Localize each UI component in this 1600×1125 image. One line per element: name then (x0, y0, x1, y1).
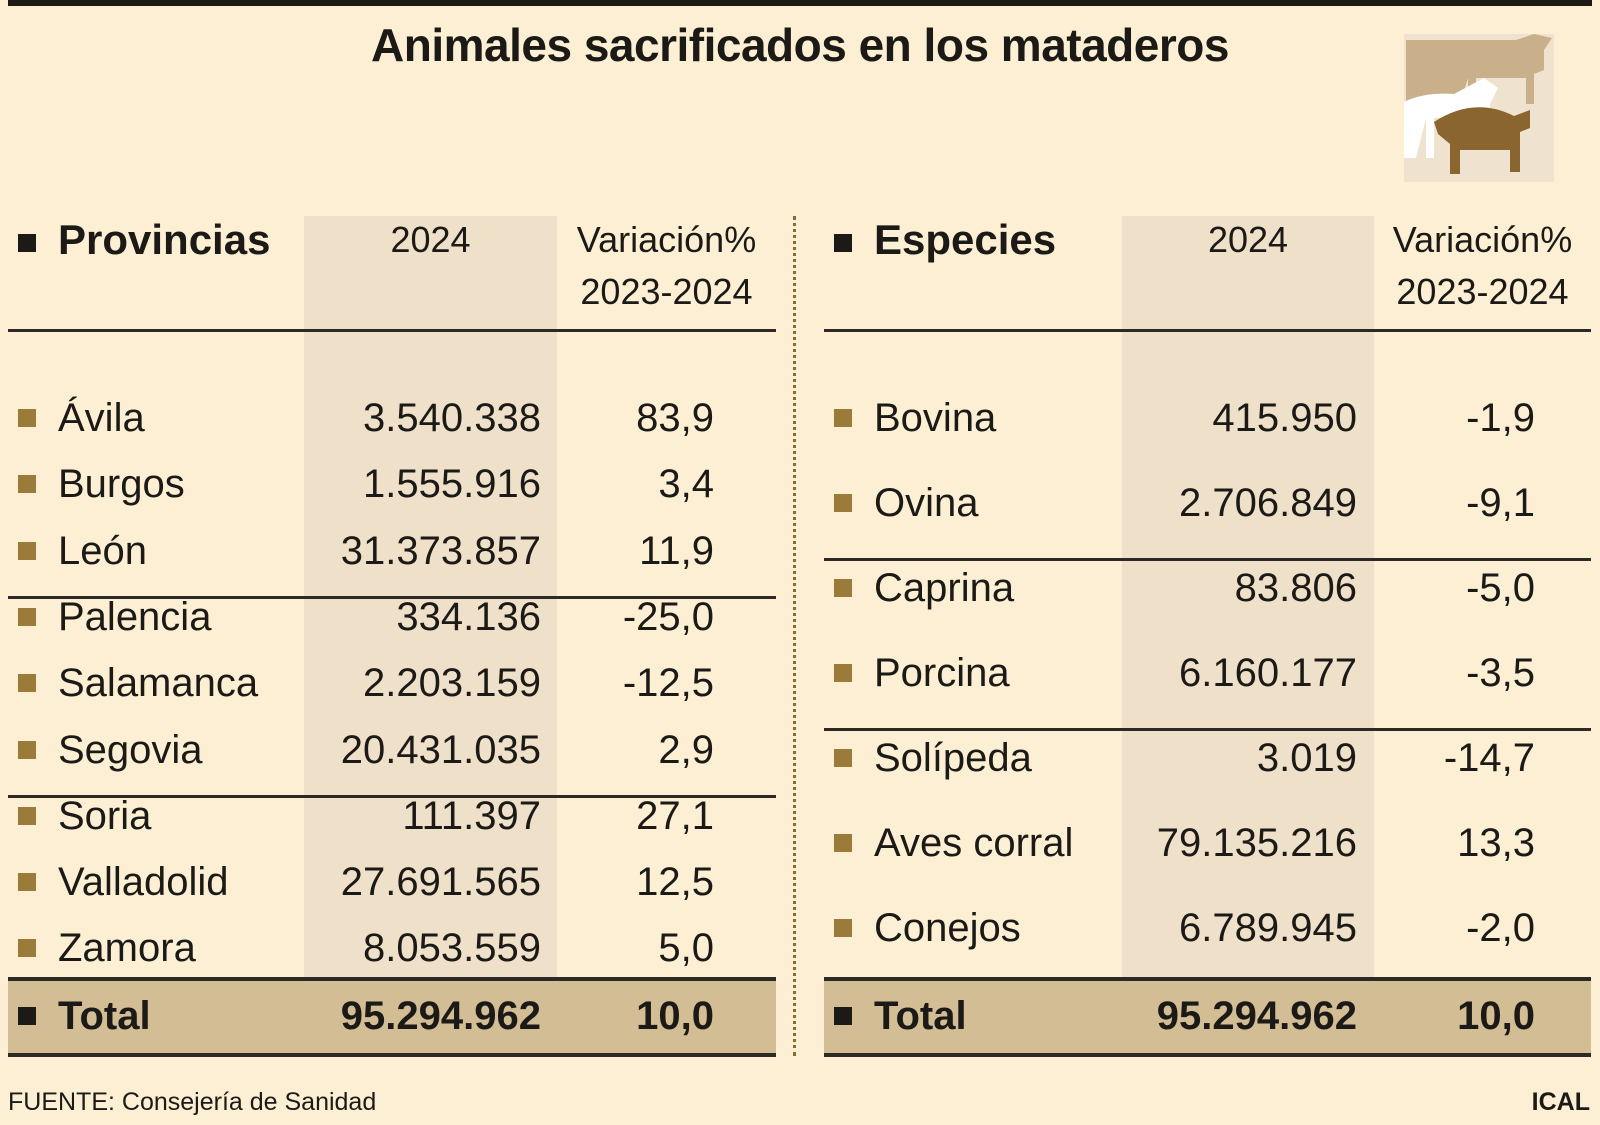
row-bullet (18, 939, 36, 958)
row-variation: -14,7 (1443, 736, 1535, 780)
row-bullet (18, 806, 36, 825)
row-bullet (834, 494, 852, 512)
group-rule (824, 727, 1591, 731)
row-label: Palencia (58, 594, 212, 639)
row-label: Porcina (874, 651, 1010, 695)
row-variation: 3,4 (658, 462, 714, 507)
total-value: 95.294.962 (1156, 994, 1357, 1038)
header-rule (824, 329, 1591, 332)
row-label: Burgos (58, 462, 185, 507)
row-label: Bovina (874, 396, 997, 440)
header-variation: Variación% (1392, 219, 1573, 260)
row-variation: -2,0 (1466, 906, 1535, 950)
row-value: 334.136 (396, 594, 541, 639)
row-bullet (834, 834, 852, 852)
total-band (824, 977, 1591, 1057)
total-bullet (18, 1007, 36, 1025)
row-variation: 11,9 (639, 528, 714, 573)
row-bullet (834, 749, 852, 767)
row-value: 83.806 (1234, 566, 1357, 610)
row-variation: -1,9 (1466, 396, 1535, 440)
animals-icon (1404, 34, 1554, 182)
credit: ICAL (1531, 1088, 1590, 1116)
row-bullet (18, 409, 36, 427)
row-label: Caprina (874, 566, 1015, 610)
total-value: 95.294.962 (340, 994, 541, 1038)
row-value: 31.373.857 (340, 528, 541, 573)
row-bullet (834, 919, 852, 937)
row-label: Aves corral (874, 821, 1074, 865)
row-label: León (58, 528, 147, 573)
header-variation: Variación% (576, 219, 757, 260)
row-label: Segovia (58, 727, 203, 772)
row-variation: -25,0 (622, 594, 714, 639)
row-bullet (834, 579, 852, 597)
row-bullet (18, 674, 36, 693)
row-value: 111.397 (402, 793, 541, 838)
total-variation: 10,0 (1457, 994, 1535, 1038)
source: FUENTE: Consejería de Sanidad (8, 1088, 377, 1116)
row-label: Ávila (58, 396, 145, 440)
row-bullet (18, 475, 36, 494)
row-variation: 2,9 (658, 727, 714, 772)
dotted-divider (793, 216, 796, 1056)
row-bullet (18, 541, 36, 560)
row-value: 3.540.338 (363, 396, 541, 440)
row-value: 3.019 (1256, 736, 1357, 780)
total-bullet (834, 1007, 852, 1025)
row-value: 27.691.565 (340, 860, 541, 905)
header-variation: 2023-2024 (580, 271, 753, 312)
header-bullet (834, 234, 852, 252)
header-rule (8, 329, 776, 332)
group-rule (824, 557, 1591, 561)
row-bullet (834, 664, 852, 682)
row-value: 79.135.216 (1156, 821, 1357, 865)
row-value: 2.706.849 (1179, 481, 1357, 525)
row-variation: -9,1 (1466, 481, 1535, 525)
row-value: 6.160.177 (1179, 651, 1357, 695)
row-bullet (18, 607, 36, 626)
row-label: Solípeda (874, 736, 1032, 780)
row-label: Salamanca (58, 661, 259, 706)
row-value: 6.789.945 (1179, 906, 1357, 950)
row-value: 20.431.035 (340, 727, 541, 772)
row-variation: -12,5 (622, 661, 714, 706)
row-value: 1.555.916 (363, 462, 541, 507)
group-rule (8, 595, 776, 599)
row-bullet (18, 873, 36, 892)
row-label: Conejos (874, 906, 1021, 950)
total-label: Total (58, 994, 151, 1038)
header-year: 2024 (390, 219, 471, 260)
row-variation: -5,0 (1466, 566, 1535, 610)
row-label: Zamora (58, 926, 196, 971)
row-bullet (834, 409, 852, 427)
row-label: Valladolid (58, 860, 229, 905)
row-variation: 5,0 (658, 926, 714, 971)
row-bullet (18, 740, 36, 759)
title: Animales sacrificados en los mataderos (371, 19, 1229, 71)
total-label: Total (874, 994, 967, 1038)
group-rule (8, 794, 776, 798)
header-name: Provincias (58, 216, 271, 263)
year-column-shade (1122, 216, 1374, 978)
header-year: 2024 (1207, 219, 1289, 260)
row-value: 8.053.559 (363, 926, 541, 971)
row-variation: 13,3 (1457, 821, 1535, 865)
row-variation: 12,5 (636, 860, 714, 905)
header-variation: 2023-2024 (1396, 271, 1569, 312)
row-value: 2.203.159 (363, 661, 541, 706)
total-band (8, 977, 776, 1057)
top-rule (8, 0, 1592, 6)
header-name: Especies (874, 216, 1057, 263)
total-variation: 10,0 (636, 994, 714, 1038)
header-bullet (18, 234, 36, 252)
row-variation: 83,9 (636, 396, 714, 440)
row-label: Soria (58, 793, 152, 838)
row-variation: 27,1 (636, 793, 714, 838)
row-value: 415.950 (1212, 396, 1357, 440)
row-variation: -3,5 (1466, 651, 1535, 695)
row-label: Ovina (874, 481, 979, 525)
